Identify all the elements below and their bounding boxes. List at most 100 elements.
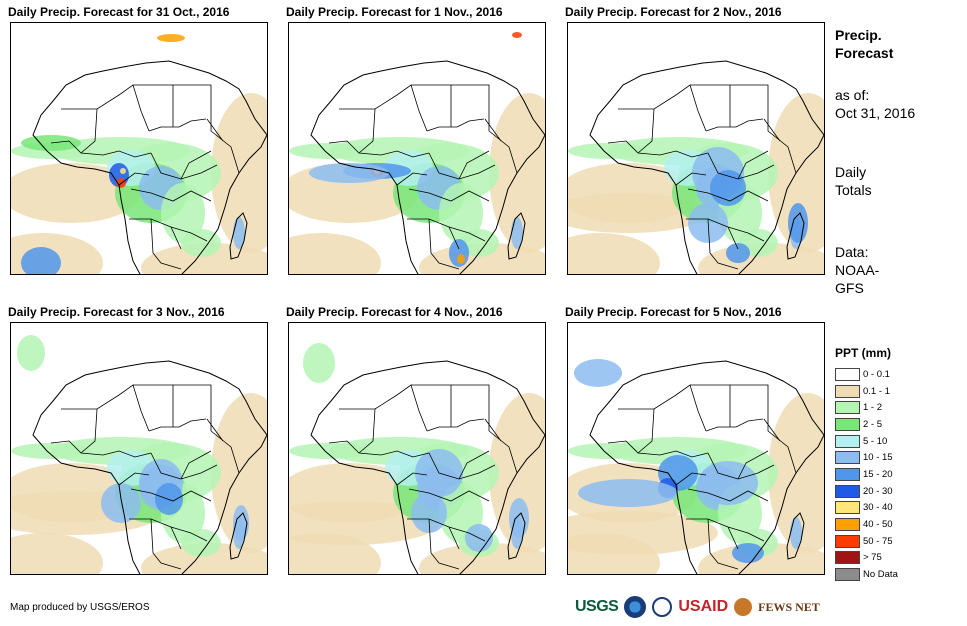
country-border — [607, 440, 709, 458]
legend-label: 0.1 - 1 — [863, 385, 890, 397]
precip-area — [568, 233, 660, 274]
legend-label: 2 - 5 — [863, 418, 883, 430]
forecast-panel-4: Daily Precip. Forecast for 3 Nov., 2016 — [8, 305, 268, 575]
country-border — [428, 518, 460, 570]
precip-area — [411, 493, 447, 533]
precip-map — [567, 22, 825, 275]
country-border — [637, 108, 655, 154]
fews-globe-icon — [734, 598, 753, 616]
country-border — [50, 440, 152, 458]
legend-label: 10 - 15 — [863, 452, 893, 464]
country-border — [396, 472, 428, 486]
country-border — [448, 226, 460, 250]
country-border — [451, 84, 490, 131]
map-canvas — [11, 34, 267, 274]
precip-area — [120, 168, 126, 174]
legend-label: No Data — [863, 569, 898, 581]
legend-swatch — [835, 551, 860, 565]
panel-title: Daily Precip. Forecast for 5 Nov., 2016 — [565, 305, 782, 319]
legend-item: 1 - 2 — [835, 399, 898, 416]
data-line-3: GFS — [835, 280, 864, 296]
usaid-logo: USAID — [678, 598, 729, 615]
country-border — [763, 418, 781, 442]
country-border — [767, 130, 797, 174]
map-credit: Map produced by USGS/EROS — [10, 602, 150, 613]
country-border — [767, 430, 797, 474]
country-border — [488, 130, 518, 174]
country-border — [737, 450, 769, 480]
legend-swatch — [835, 518, 860, 532]
country-border — [687, 488, 769, 502]
country-border — [707, 218, 739, 270]
usaid-seal-icon — [652, 597, 673, 617]
country-border — [148, 418, 207, 432]
country-border — [61, 84, 150, 132]
country-border — [61, 384, 150, 432]
country-border — [707, 518, 739, 570]
country-border — [328, 140, 430, 158]
precip-map — [10, 322, 268, 575]
heading-line-2: Forecast — [835, 45, 894, 61]
legend-item: No Data — [835, 566, 898, 583]
legend-label: > 75 — [863, 552, 882, 564]
country-border — [411, 84, 452, 127]
asof-block: as of: Oct 31, 2016 — [835, 86, 915, 122]
country-border — [675, 472, 707, 486]
country-border — [705, 118, 764, 132]
precip-area — [788, 203, 808, 243]
legend-swatch — [835, 568, 860, 582]
country-border — [130, 188, 212, 202]
country-border — [637, 408, 655, 454]
precip-area — [568, 193, 708, 233]
legend-label: 1 - 2 — [863, 402, 883, 414]
asof-date: Oct 31, 2016 — [835, 105, 916, 121]
totals-line-2: Totals — [835, 182, 872, 198]
legend-item: 20 - 30 — [835, 483, 898, 500]
country-border — [328, 440, 430, 458]
legend-label: 50 - 75 — [863, 535, 893, 547]
legend-item: > 75 — [835, 550, 898, 567]
legend-label: 0 - 0.1 — [863, 368, 890, 380]
legend-item: 40 - 50 — [835, 516, 898, 533]
madagascar-outline — [507, 512, 526, 560]
legend-swatch — [835, 434, 860, 448]
precip-area — [181, 529, 221, 557]
precip-area — [512, 32, 522, 38]
legend-swatch — [835, 501, 860, 515]
madagascar-outline — [229, 212, 248, 260]
precip-area — [726, 243, 750, 263]
country-border — [705, 418, 764, 432]
partner-logos: USGS USAID FEWS NET — [575, 594, 820, 620]
country-border — [618, 384, 707, 432]
country-border — [737, 150, 769, 180]
country-border — [206, 418, 224, 442]
panel-title: Daily Precip. Forecast for 3 Nov., 2016 — [8, 305, 225, 319]
country-border — [173, 384, 212, 431]
country-border — [170, 226, 182, 250]
map-canvas — [289, 32, 545, 274]
madagascar-outline — [229, 512, 248, 560]
precip-area — [101, 483, 141, 523]
precip-area — [181, 229, 221, 257]
country-border — [206, 118, 224, 142]
country-border — [210, 130, 240, 174]
legend-swatch — [835, 384, 860, 398]
legend-swatch — [835, 367, 860, 381]
precip-area — [698, 461, 758, 505]
country-border — [448, 526, 460, 550]
country-border — [396, 172, 428, 186]
africa-coastline — [310, 60, 545, 274]
forecast-panel-1: Daily Precip. Forecast for 31 Oct., 2016 — [8, 5, 268, 275]
country-border — [687, 188, 769, 202]
usgs-logo: USGS — [575, 598, 619, 615]
heading-line-1: Precip. — [835, 27, 882, 43]
forecast-panel-3: Daily Precip. Forecast for 2 Nov., 2016 — [565, 5, 825, 275]
precip-map — [10, 22, 268, 275]
legend-label: 5 - 10 — [863, 435, 888, 447]
totals-line-1: Daily — [835, 164, 867, 180]
data-line-1: Data: — [835, 244, 869, 260]
map-canvas — [11, 335, 267, 574]
africa-coastline — [310, 360, 545, 574]
legend-label: 40 - 50 — [863, 519, 893, 531]
legend-item: 50 - 75 — [835, 533, 898, 550]
